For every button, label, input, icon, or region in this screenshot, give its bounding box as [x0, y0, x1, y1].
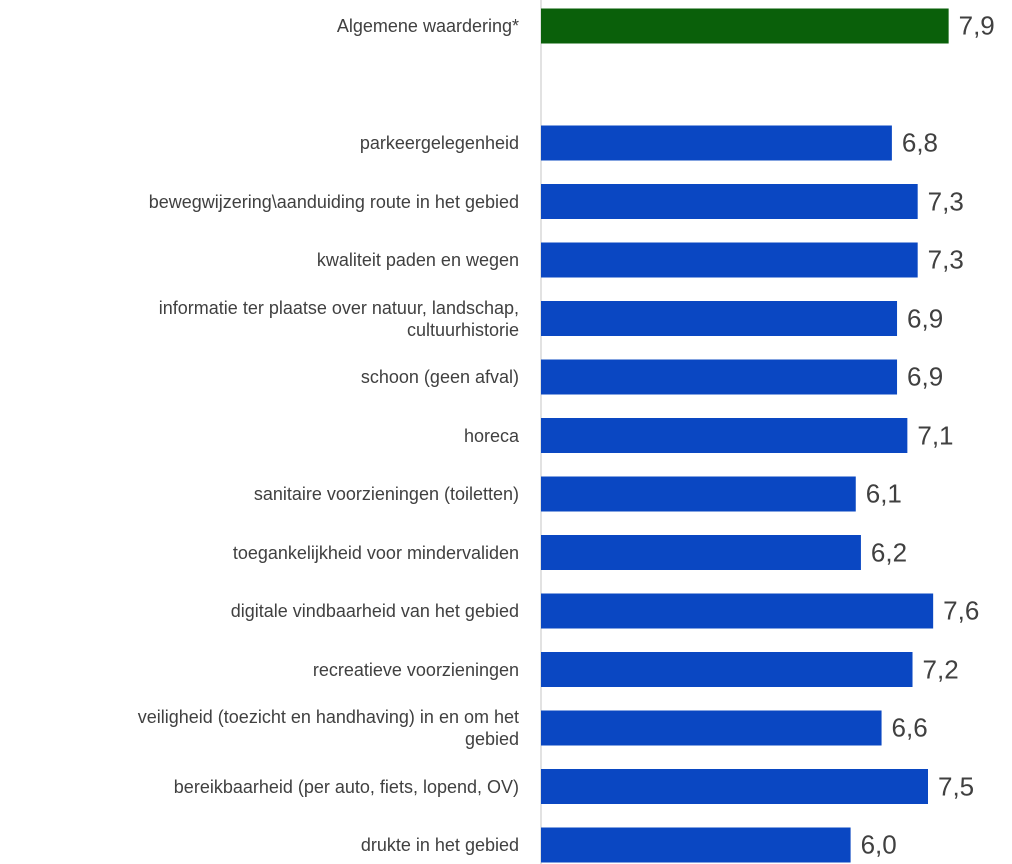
category-label: veiligheid (toezicht en handhaving) in e…: [137, 707, 519, 749]
bar: [541, 535, 861, 570]
value-label: 7,2: [922, 654, 959, 684]
category-label: informatie ter plaatse over natuur, land…: [158, 297, 519, 340]
bar: [541, 418, 908, 453]
category-label: sanitaire voorzieningen (toiletten): [253, 484, 519, 504]
value-label: 6,9: [907, 303, 944, 333]
bar: [541, 8, 949, 44]
value-label: 7,3: [927, 244, 964, 275]
bar: [541, 184, 918, 219]
bar: [541, 652, 913, 687]
bar: [541, 301, 898, 336]
category-label: schoon (geen afval): [360, 367, 519, 387]
value-label: 6,2: [870, 537, 908, 567]
value-label: 7,9: [958, 10, 995, 41]
value-label: 7,1: [917, 420, 954, 450]
bar: [541, 476, 856, 512]
value-label: 6,8: [901, 127, 939, 158]
category-label: parkeergelegenheid: [359, 133, 519, 153]
value-label: 7,3: [927, 186, 964, 216]
bar: [541, 242, 918, 278]
bar: [541, 125, 892, 161]
bar: [541, 827, 851, 863]
value-label: 6,6: [891, 712, 928, 743]
category-label: recreatieve voorzieningen: [312, 659, 519, 680]
bar: [541, 359, 898, 395]
value-label: 6,1: [865, 478, 902, 509]
value-label: 6,0: [860, 829, 897, 860]
category-label: bereikbaarheid (per auto, fiets, lopend,…: [173, 776, 519, 797]
category-label: digitale vindbaarheid van het gebied: [230, 601, 519, 621]
category-label: Algemene waardering*: [336, 16, 519, 36]
bar: [541, 593, 934, 629]
bar: [541, 710, 882, 746]
value-label: 7,5: [938, 771, 975, 801]
value-label: 7,6: [943, 595, 980, 626]
category-label: toegankelijkheid voor mindervaliden: [232, 542, 519, 563]
value-label: 6,9: [907, 361, 944, 392]
bar: [541, 769, 928, 804]
category-label: drukte in het gebied: [360, 835, 519, 855]
category-label: horeca: [463, 425, 519, 446]
category-label: kwaliteit paden en wegen: [316, 250, 519, 270]
category-label: bewegwijzering\aanduiding route in het g…: [148, 191, 519, 212]
